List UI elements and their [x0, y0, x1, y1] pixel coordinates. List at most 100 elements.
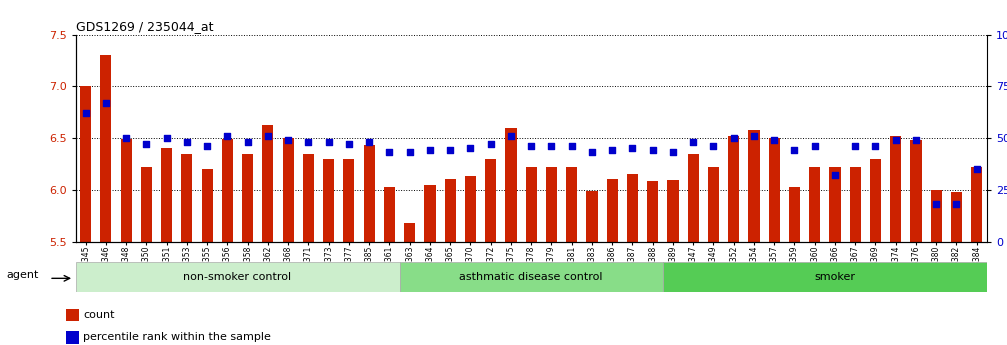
Bar	[830, 167, 841, 242]
Bar	[930, 190, 942, 242]
Bar	[303, 154, 314, 242]
Point	[340, 141, 356, 147]
Bar	[668, 180, 679, 241]
Point	[442, 148, 458, 153]
Bar	[141, 167, 152, 242]
Bar	[404, 223, 415, 241]
Bar	[101, 55, 112, 242]
Bar	[364, 145, 375, 242]
Bar	[546, 167, 557, 242]
Bar	[748, 130, 759, 242]
Point	[220, 133, 236, 139]
Bar	[66, 331, 79, 344]
Point	[158, 135, 175, 141]
Bar	[648, 181, 659, 241]
Point	[78, 110, 94, 116]
Bar	[566, 167, 577, 242]
Point	[320, 139, 336, 145]
Bar	[768, 138, 779, 241]
Point	[726, 135, 742, 141]
Bar	[384, 187, 395, 242]
Text: asthmatic disease control: asthmatic disease control	[459, 272, 603, 282]
Bar	[263, 125, 274, 242]
Text: agent: agent	[6, 270, 38, 280]
Text: GDS1269 / 235044_at: GDS1269 / 235044_at	[76, 20, 213, 33]
Text: smoker: smoker	[815, 272, 856, 282]
Point	[766, 137, 782, 143]
Point	[138, 141, 154, 147]
Text: percentile rank within the sample: percentile rank within the sample	[84, 332, 271, 342]
Point	[482, 141, 498, 147]
Bar	[161, 148, 172, 242]
Bar	[181, 154, 192, 242]
Bar	[627, 174, 638, 241]
Point	[260, 133, 276, 139]
Point	[604, 148, 620, 153]
Bar	[81, 86, 92, 241]
Bar	[586, 191, 597, 242]
Point	[807, 144, 823, 149]
Bar	[485, 159, 496, 242]
Bar	[465, 176, 476, 242]
Text: non-smoker control: non-smoker control	[183, 272, 292, 282]
Bar	[323, 159, 334, 242]
Bar	[728, 136, 739, 242]
Bar	[951, 192, 962, 242]
Point	[422, 148, 438, 153]
Bar	[606, 179, 617, 242]
Bar	[708, 167, 719, 242]
Bar	[76, 262, 400, 292]
Point	[908, 137, 924, 143]
Bar	[343, 159, 354, 242]
Point	[746, 133, 762, 139]
Bar	[121, 139, 132, 241]
Bar	[810, 167, 821, 242]
Point	[118, 135, 134, 141]
Bar	[242, 154, 253, 242]
Bar	[424, 185, 435, 242]
Bar	[870, 159, 881, 242]
Point	[462, 146, 478, 151]
Point	[199, 144, 215, 149]
Bar	[890, 136, 901, 242]
Bar	[971, 167, 982, 242]
Point	[98, 100, 114, 106]
Point	[402, 150, 418, 155]
Point	[300, 139, 316, 145]
Point	[888, 137, 904, 143]
Point	[584, 150, 600, 155]
Point	[624, 146, 640, 151]
Point	[564, 144, 580, 149]
Point	[867, 144, 883, 149]
Bar	[283, 138, 294, 241]
Point	[847, 144, 863, 149]
Point	[705, 144, 721, 149]
Point	[502, 133, 519, 139]
Bar	[526, 167, 537, 242]
Point	[928, 201, 945, 207]
Point	[362, 139, 378, 145]
Point	[544, 144, 560, 149]
Bar	[910, 140, 921, 242]
Bar	[688, 154, 699, 242]
Point	[685, 139, 701, 145]
Bar	[506, 128, 517, 241]
Bar	[201, 169, 212, 241]
Point	[969, 166, 985, 172]
Point	[524, 144, 540, 149]
Bar	[222, 139, 233, 241]
Point	[786, 148, 803, 153]
Bar	[850, 167, 861, 242]
Bar	[663, 262, 1007, 292]
Point	[949, 201, 965, 207]
Bar	[400, 262, 663, 292]
Point	[382, 150, 398, 155]
Point	[179, 139, 195, 145]
Text: count: count	[84, 310, 115, 320]
Bar	[66, 309, 79, 321]
Point	[280, 137, 296, 143]
Point	[644, 148, 661, 153]
Bar	[445, 179, 456, 242]
Bar	[788, 187, 800, 242]
Point	[827, 172, 843, 178]
